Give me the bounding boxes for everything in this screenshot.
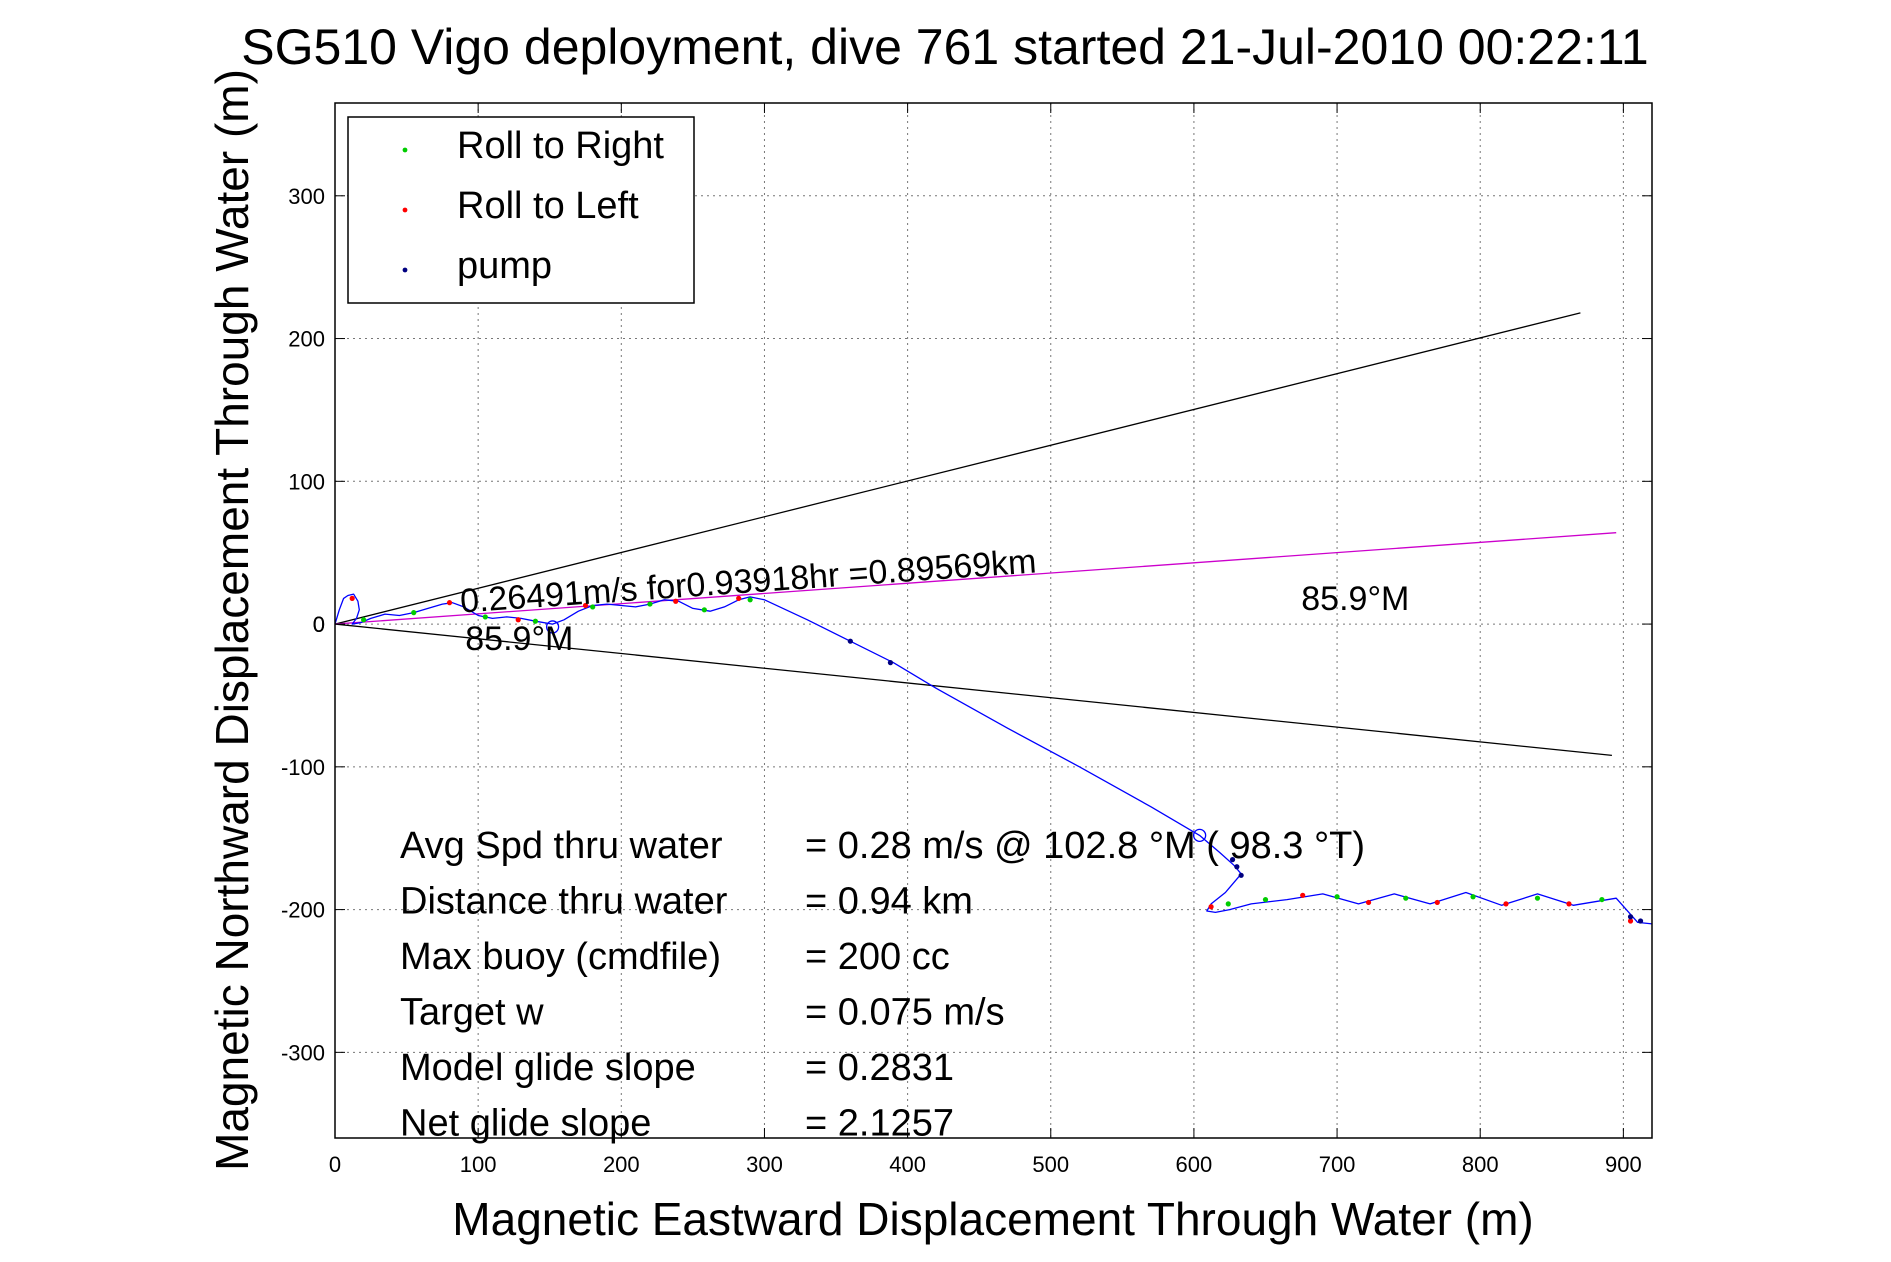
bearing-line bbox=[334, 623, 1612, 757]
stat-label: Avg Spd thru water bbox=[400, 825, 723, 867]
y-tick-label: 200 bbox=[288, 327, 325, 352]
x-tick-label: 900 bbox=[1605, 1152, 1642, 1177]
legend: Roll to Right Roll to Left pump bbox=[347, 116, 695, 304]
x-tick-label: 500 bbox=[1032, 1152, 1069, 1177]
stat-label: Model glide slope bbox=[400, 1047, 696, 1089]
bearing-line bbox=[334, 312, 1581, 625]
roll-right-point bbox=[647, 601, 653, 607]
pump-point bbox=[1229, 857, 1236, 863]
y-tick-label: -300 bbox=[281, 1040, 325, 1065]
roll-left-point bbox=[582, 602, 589, 609]
pump-point bbox=[887, 660, 894, 666]
track-line bbox=[334, 593, 1653, 925]
legend-label: Roll to Left bbox=[457, 185, 639, 227]
x-tick-label: 800 bbox=[1462, 1152, 1499, 1177]
roll-left-point bbox=[673, 598, 679, 604]
pump-point bbox=[1637, 918, 1644, 924]
stat-label: Net glide slope bbox=[400, 1103, 651, 1145]
roll-right-point bbox=[361, 617, 367, 623]
roll-left-point bbox=[1627, 918, 1634, 924]
legend-label: pump bbox=[457, 245, 552, 287]
roll-right-point bbox=[1334, 894, 1340, 900]
roll-right-point bbox=[532, 618, 539, 624]
y-axis-label: Magnetic Northward Displacement Through … bbox=[206, 69, 258, 1171]
bearing-line bbox=[334, 532, 1617, 625]
annotation-text: 85.9°M bbox=[1301, 580, 1409, 618]
roll-right-point bbox=[701, 607, 707, 613]
y-tick-label: 100 bbox=[288, 469, 325, 494]
legend-label: Roll to Right bbox=[457, 125, 664, 167]
roll-right-point bbox=[747, 597, 753, 603]
roll-right-point bbox=[482, 614, 488, 620]
stat-value: = 0.075 m/s bbox=[805, 992, 1005, 1034]
y-tick-label: -100 bbox=[281, 755, 325, 780]
roll-left-point bbox=[1566, 901, 1572, 907]
x-tick-label: 300 bbox=[746, 1152, 783, 1177]
y-tick-label: 0 bbox=[313, 612, 325, 637]
y-tick-label: 300 bbox=[288, 184, 325, 209]
x-tick-label: 100 bbox=[460, 1152, 497, 1177]
legend-marker bbox=[402, 207, 408, 213]
roll-left-point bbox=[1503, 901, 1509, 907]
roll-right-point bbox=[1225, 901, 1231, 907]
pump-point bbox=[1627, 914, 1634, 920]
pump-point bbox=[1238, 872, 1244, 878]
axis-ticks: 0 100 200 300 400 500 600 700 800 900 -300 -200 -100… bbox=[281, 103, 1652, 1177]
roll-left-point bbox=[446, 600, 453, 606]
x-tick-label: 700 bbox=[1319, 1152, 1356, 1177]
chart-title: SG510 Vigo deployment, dive 761 started … bbox=[241, 19, 1648, 75]
y-tick-label: 0 bbox=[313, 612, 325, 637]
waypoint-circle-marker bbox=[545, 620, 560, 634]
roll-right-point bbox=[1599, 896, 1605, 903]
x-tick-label: 600 bbox=[1176, 1152, 1213, 1177]
roll-left-point bbox=[1300, 892, 1306, 898]
stat-value: = 0.2831 bbox=[805, 1047, 954, 1089]
roll-right-point bbox=[590, 604, 596, 610]
stat-value: = 200 cc bbox=[805, 936, 950, 978]
roll-right-point bbox=[411, 610, 417, 616]
x-axis-label: Magnetic Eastward Displacement Through W… bbox=[452, 1193, 1533, 1245]
roll-right-point bbox=[1262, 896, 1269, 903]
roll-right-point bbox=[1470, 894, 1476, 900]
roll-left-point bbox=[1365, 899, 1372, 906]
legend-marker bbox=[402, 147, 408, 153]
stat-value: = 0.94 km bbox=[805, 881, 973, 923]
x-tick-label: 200 bbox=[603, 1152, 640, 1177]
x-tick-label: 400 bbox=[889, 1152, 926, 1177]
stat-label: Distance thru water bbox=[400, 881, 728, 923]
stat-label: Target w bbox=[400, 992, 544, 1034]
annotation-text: 85.9°M bbox=[465, 620, 573, 658]
stat-label: Max buoy (cmdfile) bbox=[400, 936, 721, 978]
roll-left-point bbox=[1434, 899, 1440, 906]
stats-block: Avg Spd thru water = 0.28 m/s @ 102.8 °M … bbox=[400, 825, 1365, 1145]
roll-left-point bbox=[515, 617, 521, 623]
plot-frame bbox=[334, 102, 1653, 1139]
y-tick-label: -200 bbox=[281, 898, 325, 923]
x-tick-label: 0 bbox=[329, 1152, 341, 1177]
roll-left-point bbox=[1208, 904, 1214, 910]
bearing-lines bbox=[334, 312, 1617, 757]
roll-right-point bbox=[1534, 895, 1541, 901]
waypoint-circle-marker bbox=[1192, 828, 1207, 843]
roll-left-point bbox=[349, 595, 355, 601]
pump-point bbox=[1234, 864, 1240, 870]
track-layer bbox=[334, 593, 1653, 925]
stat-value: = 0.28 m/s @ 102.8 °M ( 98.3 °T) bbox=[805, 825, 1365, 867]
stat-value: = 2.1257 bbox=[805, 1103, 954, 1145]
legend-marker bbox=[402, 267, 408, 273]
roll-left-point bbox=[736, 595, 742, 601]
roll-right-point bbox=[1403, 895, 1409, 901]
pump-point bbox=[847, 638, 853, 644]
marker-layer bbox=[349, 595, 1644, 924]
